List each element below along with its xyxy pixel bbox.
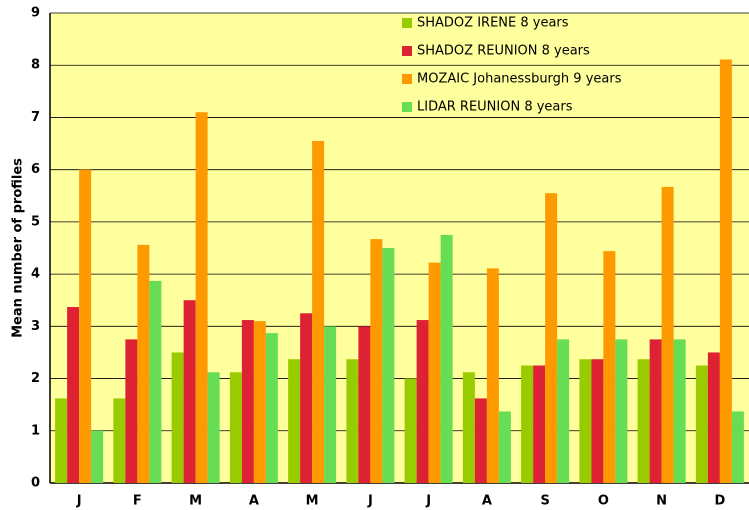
legend-label: SHADOZ REUNION 8 years: [417, 44, 590, 59]
bar: [346, 359, 359, 483]
bar: [55, 398, 68, 483]
bar: [661, 186, 674, 483]
bar: [521, 365, 534, 483]
bar: [440, 234, 453, 483]
bar: [579, 359, 592, 483]
bar: [533, 365, 546, 483]
x-tick-label: O: [598, 494, 609, 509]
bar: [731, 411, 744, 483]
y-tick-label: 2: [31, 371, 40, 386]
y-tick-label: 8: [31, 58, 40, 73]
bar: [137, 244, 150, 483]
bar: [603, 251, 616, 483]
bar: [183, 300, 196, 483]
bar: [195, 112, 208, 483]
legend-swatch: [402, 74, 412, 84]
bar: [241, 320, 254, 483]
x-tick-label: J: [367, 494, 373, 509]
x-tick-label: A: [482, 494, 492, 509]
bar: [416, 320, 429, 483]
x-tick-label: N: [656, 494, 667, 509]
legend-swatch: [402, 102, 412, 112]
x-tick-label: M: [306, 494, 319, 509]
bar: [253, 321, 266, 483]
bar: [498, 411, 511, 483]
y-tick-label: 9: [31, 6, 40, 21]
bar: [428, 262, 441, 483]
bar: [171, 352, 184, 483]
bar: [312, 140, 325, 483]
legend-swatch: [402, 46, 412, 56]
bar: [637, 359, 650, 483]
bar: [125, 339, 138, 483]
bar: [707, 352, 720, 483]
bar: [300, 313, 313, 483]
bar: [288, 359, 301, 483]
bar: [557, 339, 570, 483]
bar: [474, 398, 487, 483]
bar: [486, 268, 499, 483]
bar: [649, 339, 662, 483]
x-tick-label: D: [714, 494, 725, 509]
y-tick-label: 7: [31, 110, 40, 125]
bar: [615, 339, 628, 483]
y-tick-label: 4: [31, 267, 40, 282]
x-tick-label: J: [425, 494, 431, 509]
bar: [67, 307, 80, 483]
plot-area: [50, 13, 749, 483]
legend-label: MOZAIC Johanessburgh 9 years: [417, 72, 622, 87]
bar: [229, 372, 242, 483]
bar: [265, 333, 278, 483]
x-tick-label: M: [189, 494, 202, 509]
x-tick-label: A: [249, 494, 259, 509]
bar: [695, 365, 708, 483]
bar: [462, 372, 475, 483]
y-tick-label: 5: [31, 214, 40, 229]
bar: [324, 326, 337, 483]
legend-label: SHADOZ IRENE 8 years: [417, 16, 569, 31]
legend-swatch: [402, 18, 412, 28]
y-tick-label: 1: [31, 423, 40, 438]
y-axis-label: Mean number of profiles: [11, 158, 26, 338]
y-tick-label: 6: [31, 162, 40, 177]
bar: [358, 326, 371, 483]
bar: [370, 239, 383, 483]
bar: [545, 193, 558, 483]
bar: [79, 169, 92, 483]
bar: [149, 280, 162, 483]
bar: [91, 430, 104, 483]
y-tick-label: 0: [31, 476, 40, 491]
x-tick-label: F: [133, 494, 142, 509]
bar: [113, 398, 126, 483]
bar: [207, 372, 220, 483]
bar: [404, 378, 417, 483]
x-tick-label: J: [76, 494, 82, 509]
y-tick-label: 3: [31, 319, 40, 334]
bar: [591, 359, 604, 483]
x-tick-label: S: [540, 494, 549, 509]
bar: [719, 59, 732, 483]
bar: [382, 248, 395, 483]
bar: [673, 339, 686, 483]
legend-label: LIDAR REUNION 8 years: [417, 100, 573, 115]
